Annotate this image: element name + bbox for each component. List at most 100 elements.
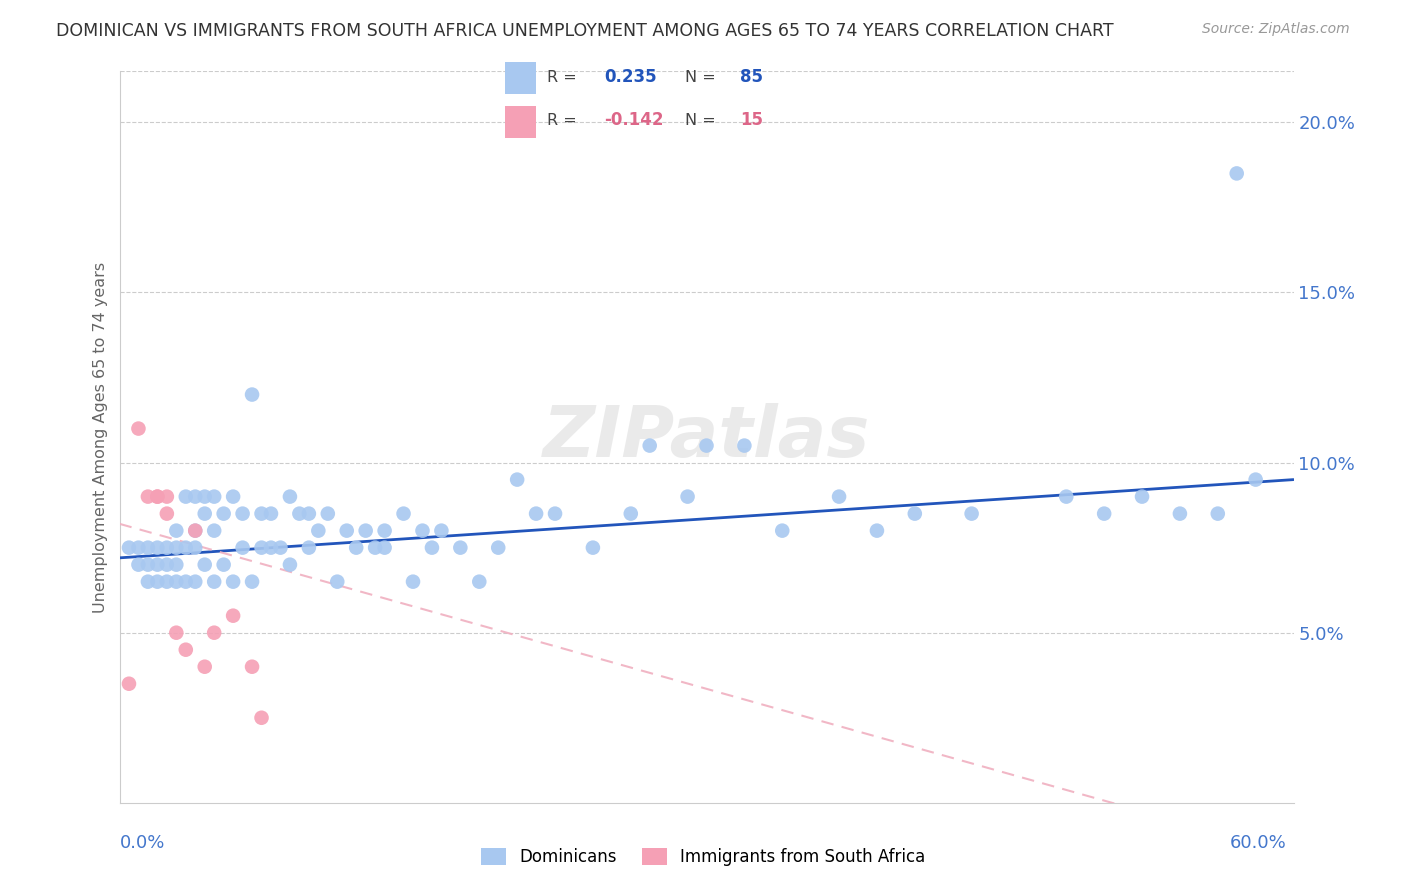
Point: [232, 507, 254, 521]
Point: [250, 541, 273, 555]
Point: [156, 490, 179, 504]
Point: [1168, 507, 1191, 521]
Point: [298, 507, 321, 521]
Point: [146, 574, 169, 589]
Point: [156, 558, 179, 572]
Point: [146, 490, 169, 504]
Point: [146, 558, 169, 572]
Text: N =: N =: [685, 113, 721, 128]
Point: [770, 524, 793, 538]
Text: 60.0%: 60.0%: [1230, 834, 1286, 852]
Point: [250, 507, 273, 521]
Point: [524, 507, 547, 521]
Point: [222, 490, 245, 504]
Point: [1244, 473, 1267, 487]
Point: [194, 659, 217, 673]
Point: [1092, 507, 1115, 521]
Point: [136, 490, 159, 504]
Point: [866, 524, 889, 538]
Point: [194, 507, 217, 521]
Point: [411, 524, 433, 538]
Point: [354, 524, 377, 538]
Point: [232, 541, 254, 555]
Text: Source: ZipAtlas.com: Source: ZipAtlas.com: [1202, 22, 1350, 37]
Point: [733, 439, 755, 453]
Point: [118, 541, 141, 555]
Point: [240, 574, 263, 589]
Text: 85: 85: [741, 69, 763, 87]
Point: [278, 490, 301, 504]
Point: [298, 541, 321, 555]
Point: [222, 608, 245, 623]
Point: [828, 490, 851, 504]
Point: [620, 507, 643, 521]
Point: [202, 625, 225, 640]
Point: [269, 541, 291, 555]
Point: [240, 387, 263, 401]
Text: 15: 15: [741, 112, 763, 129]
Point: [212, 507, 235, 521]
Y-axis label: Unemployment Among Ages 65 to 74 years: Unemployment Among Ages 65 to 74 years: [93, 261, 108, 613]
Point: [202, 524, 225, 538]
Point: [1206, 507, 1229, 521]
FancyBboxPatch shape: [505, 106, 536, 138]
Point: [278, 558, 301, 572]
Point: [194, 490, 217, 504]
Text: R =: R =: [547, 70, 582, 85]
Point: [250, 711, 273, 725]
Point: [127, 541, 149, 555]
Point: [174, 574, 197, 589]
Point: [118, 677, 141, 691]
Point: [136, 574, 159, 589]
Point: [156, 574, 179, 589]
Point: [316, 507, 339, 521]
Point: [136, 541, 159, 555]
Text: ZIPatlas: ZIPatlas: [543, 402, 870, 472]
Point: [174, 642, 197, 657]
Point: [260, 507, 283, 521]
Point: [676, 490, 699, 504]
Point: [486, 541, 509, 555]
Point: [184, 524, 207, 538]
Point: [468, 574, 491, 589]
Point: [326, 574, 349, 589]
Text: R =: R =: [547, 113, 582, 128]
Point: [1226, 166, 1249, 180]
Point: [184, 524, 207, 538]
FancyBboxPatch shape: [505, 62, 536, 94]
Point: [156, 541, 179, 555]
Legend: Dominicans, Immigrants from South Africa: Dominicans, Immigrants from South Africa: [474, 841, 932, 873]
Point: [582, 541, 605, 555]
Point: [165, 524, 187, 538]
Point: [165, 541, 187, 555]
Point: [165, 574, 187, 589]
Point: [344, 541, 367, 555]
Point: [696, 439, 718, 453]
Point: [374, 524, 396, 538]
Point: [127, 421, 149, 435]
Point: [165, 625, 187, 640]
Point: [165, 558, 187, 572]
Point: [960, 507, 983, 521]
Point: [392, 507, 415, 521]
Point: [402, 574, 425, 589]
Point: [336, 524, 359, 538]
Point: [544, 507, 567, 521]
Point: [506, 473, 529, 487]
Point: [174, 541, 197, 555]
Point: [156, 507, 179, 521]
Point: [449, 541, 471, 555]
Point: [307, 524, 329, 538]
Point: [184, 541, 207, 555]
Point: [127, 558, 149, 572]
Point: [240, 659, 263, 673]
Point: [146, 490, 169, 504]
Point: [184, 490, 207, 504]
Point: [184, 574, 207, 589]
Point: [202, 490, 225, 504]
Point: [212, 558, 235, 572]
Point: [260, 541, 283, 555]
Text: 0.0%: 0.0%: [120, 834, 165, 852]
Point: [430, 524, 453, 538]
Point: [288, 507, 311, 521]
